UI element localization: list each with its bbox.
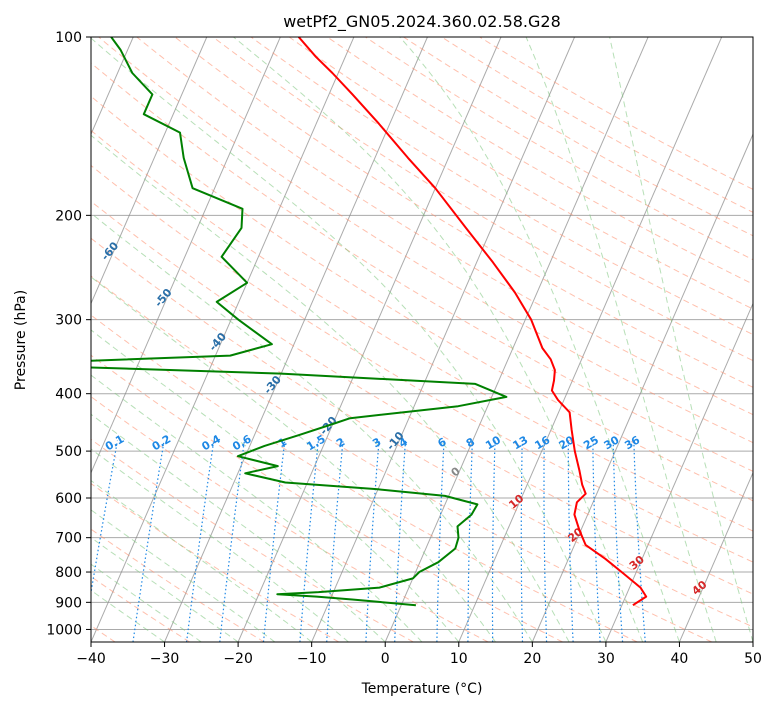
moist-adiabat-line: [91, 212, 533, 642]
mixing-ratio-line: [520, 440, 524, 642]
dry-adiabat-line: [91, 237, 753, 628]
y-tick-label: 100: [55, 30, 82, 46]
dry-adiabat-line: [91, 62, 753, 472]
dry-adiabat-line: [91, 95, 753, 502]
dry-adiabat-line: [91, 528, 265, 642]
mixing-ratio-line: [543, 440, 548, 642]
dry-adiabat-line: [250, 37, 753, 336]
mixing-ratio-line: [365, 440, 380, 642]
dry-adiabat-line: [327, 37, 753, 285]
mixing-ratio-line: [633, 440, 646, 642]
dry-adiabat-line: [91, 164, 753, 563]
mixing-ratio-line: [132, 440, 165, 642]
moist-adiabat-line: [91, 563, 202, 642]
mixing-ratio-line: [491, 440, 496, 642]
x-tick-label: 20: [523, 651, 541, 667]
chart-title: wetPf2_GN05.2024.360.02.58.G28: [283, 12, 561, 32]
dewpoint-profile-line: [91, 37, 508, 607]
mixing-ratio-line: [326, 440, 344, 642]
mixing-ratio-line: [299, 440, 319, 642]
plot-area: 0.10.20.40.611.52346810131620253036-100-…: [91, 37, 753, 642]
isotherm-line: [458, 37, 723, 642]
x-tick-label: −40: [76, 651, 106, 667]
moist-adiabat-line: [91, 509, 276, 642]
y-axis-ticks: 100 200 300 400 500 600 700 800 900 1000: [46, 30, 91, 638]
y-tick-label: 200: [55, 208, 82, 224]
dry-adiabat-line: [91, 354, 563, 642]
mixing-ratio-line: [186, 440, 215, 642]
dry-adiabat-line: [91, 129, 753, 532]
dry-adiabat-line: [441, 37, 753, 213]
y-tick-label: 600: [55, 491, 82, 507]
moist-adiabats: [91, 37, 753, 642]
dry-adiabat-line: [91, 200, 753, 595]
isotherm-line: [91, 37, 208, 305]
mixing-ratio-line: [394, 440, 407, 642]
dry-adiabat-line: [479, 37, 753, 190]
y-tick-label: 400: [55, 387, 82, 403]
x-tick-label: 40: [671, 651, 689, 667]
moist-adiabat-line: [91, 536, 239, 642]
mixing-ratio-line: [262, 440, 286, 642]
x-tick-label: 0: [381, 651, 390, 667]
dry-adiabat-line: [288, 37, 753, 310]
y-tick-label: 900: [55, 595, 82, 611]
x-axis-ticks: −40 −30 −20 −10 0 10 20 30 40 50: [76, 642, 762, 667]
y-tick-label: 300: [55, 313, 82, 329]
mixing-ratio-line: [612, 440, 624, 642]
moist-adiabat-line: [91, 134, 570, 642]
dry-adiabat-line: [91, 314, 638, 642]
sounding-profiles: [91, 37, 648, 607]
temperature-profile-line: [297, 37, 648, 607]
plot-frame: [90, 36, 754, 643]
isotherm-line: [164, 37, 428, 642]
x-tick-label: −10: [297, 651, 327, 667]
isotherm-line: [91, 37, 281, 474]
y-tick-label: 500: [55, 444, 82, 460]
moist-adiabat-line: [91, 37, 607, 642]
x-axis-title: Temperature (°C): [361, 681, 483, 697]
mixing-ratio-line: [567, 440, 574, 642]
isotherm-line: [605, 302, 753, 642]
pressure-gridlines: [91, 37, 753, 630]
moist-adiabat-line: [91, 276, 496, 642]
moist-adiabat-line: [91, 329, 460, 642]
y-tick-label: 800: [55, 565, 82, 581]
moist-adiabat-line: [233, 37, 644, 642]
dry-adiabat-line: [91, 275, 713, 642]
moist-adiabat-line: [91, 479, 312, 642]
x-tick-label: 10: [450, 651, 468, 667]
x-tick-label: 30: [597, 651, 615, 667]
y-tick-label: 700: [55, 531, 82, 547]
isotherm-line: [678, 471, 753, 642]
mixing-ratio-line: [592, 440, 601, 642]
moist-adiabat-line: [609, 37, 753, 642]
x-tick-label: −30: [150, 651, 180, 667]
isotherm-line: [531, 132, 753, 642]
moist-adiabat-line: [91, 413, 386, 642]
moist-adiabat-line: [525, 37, 717, 642]
dry-adiabat-line: [403, 37, 753, 237]
isotherm-line: [384, 37, 649, 642]
x-tick-label: 50: [744, 651, 762, 667]
y-axis-title: Pressure (hPa): [13, 290, 29, 390]
moist-adiabat-line: [91, 589, 165, 642]
dry-adiabat-line: [212, 37, 753, 362]
y-tick-label: 1000: [46, 622, 82, 638]
isotherm-line: [237, 37, 502, 642]
x-tick-label: −20: [223, 651, 253, 667]
mixing-ratio-line: [219, 440, 246, 642]
dry-adiabat-line: [365, 37, 753, 261]
mixing-ratio-line: [436, 440, 445, 642]
mixing-ratio-line: [467, 440, 474, 642]
moist-adiabat-line: [399, 37, 680, 642]
mixing-ratio-line: [91, 440, 119, 597]
mixing-ratio-lines: [91, 440, 646, 642]
